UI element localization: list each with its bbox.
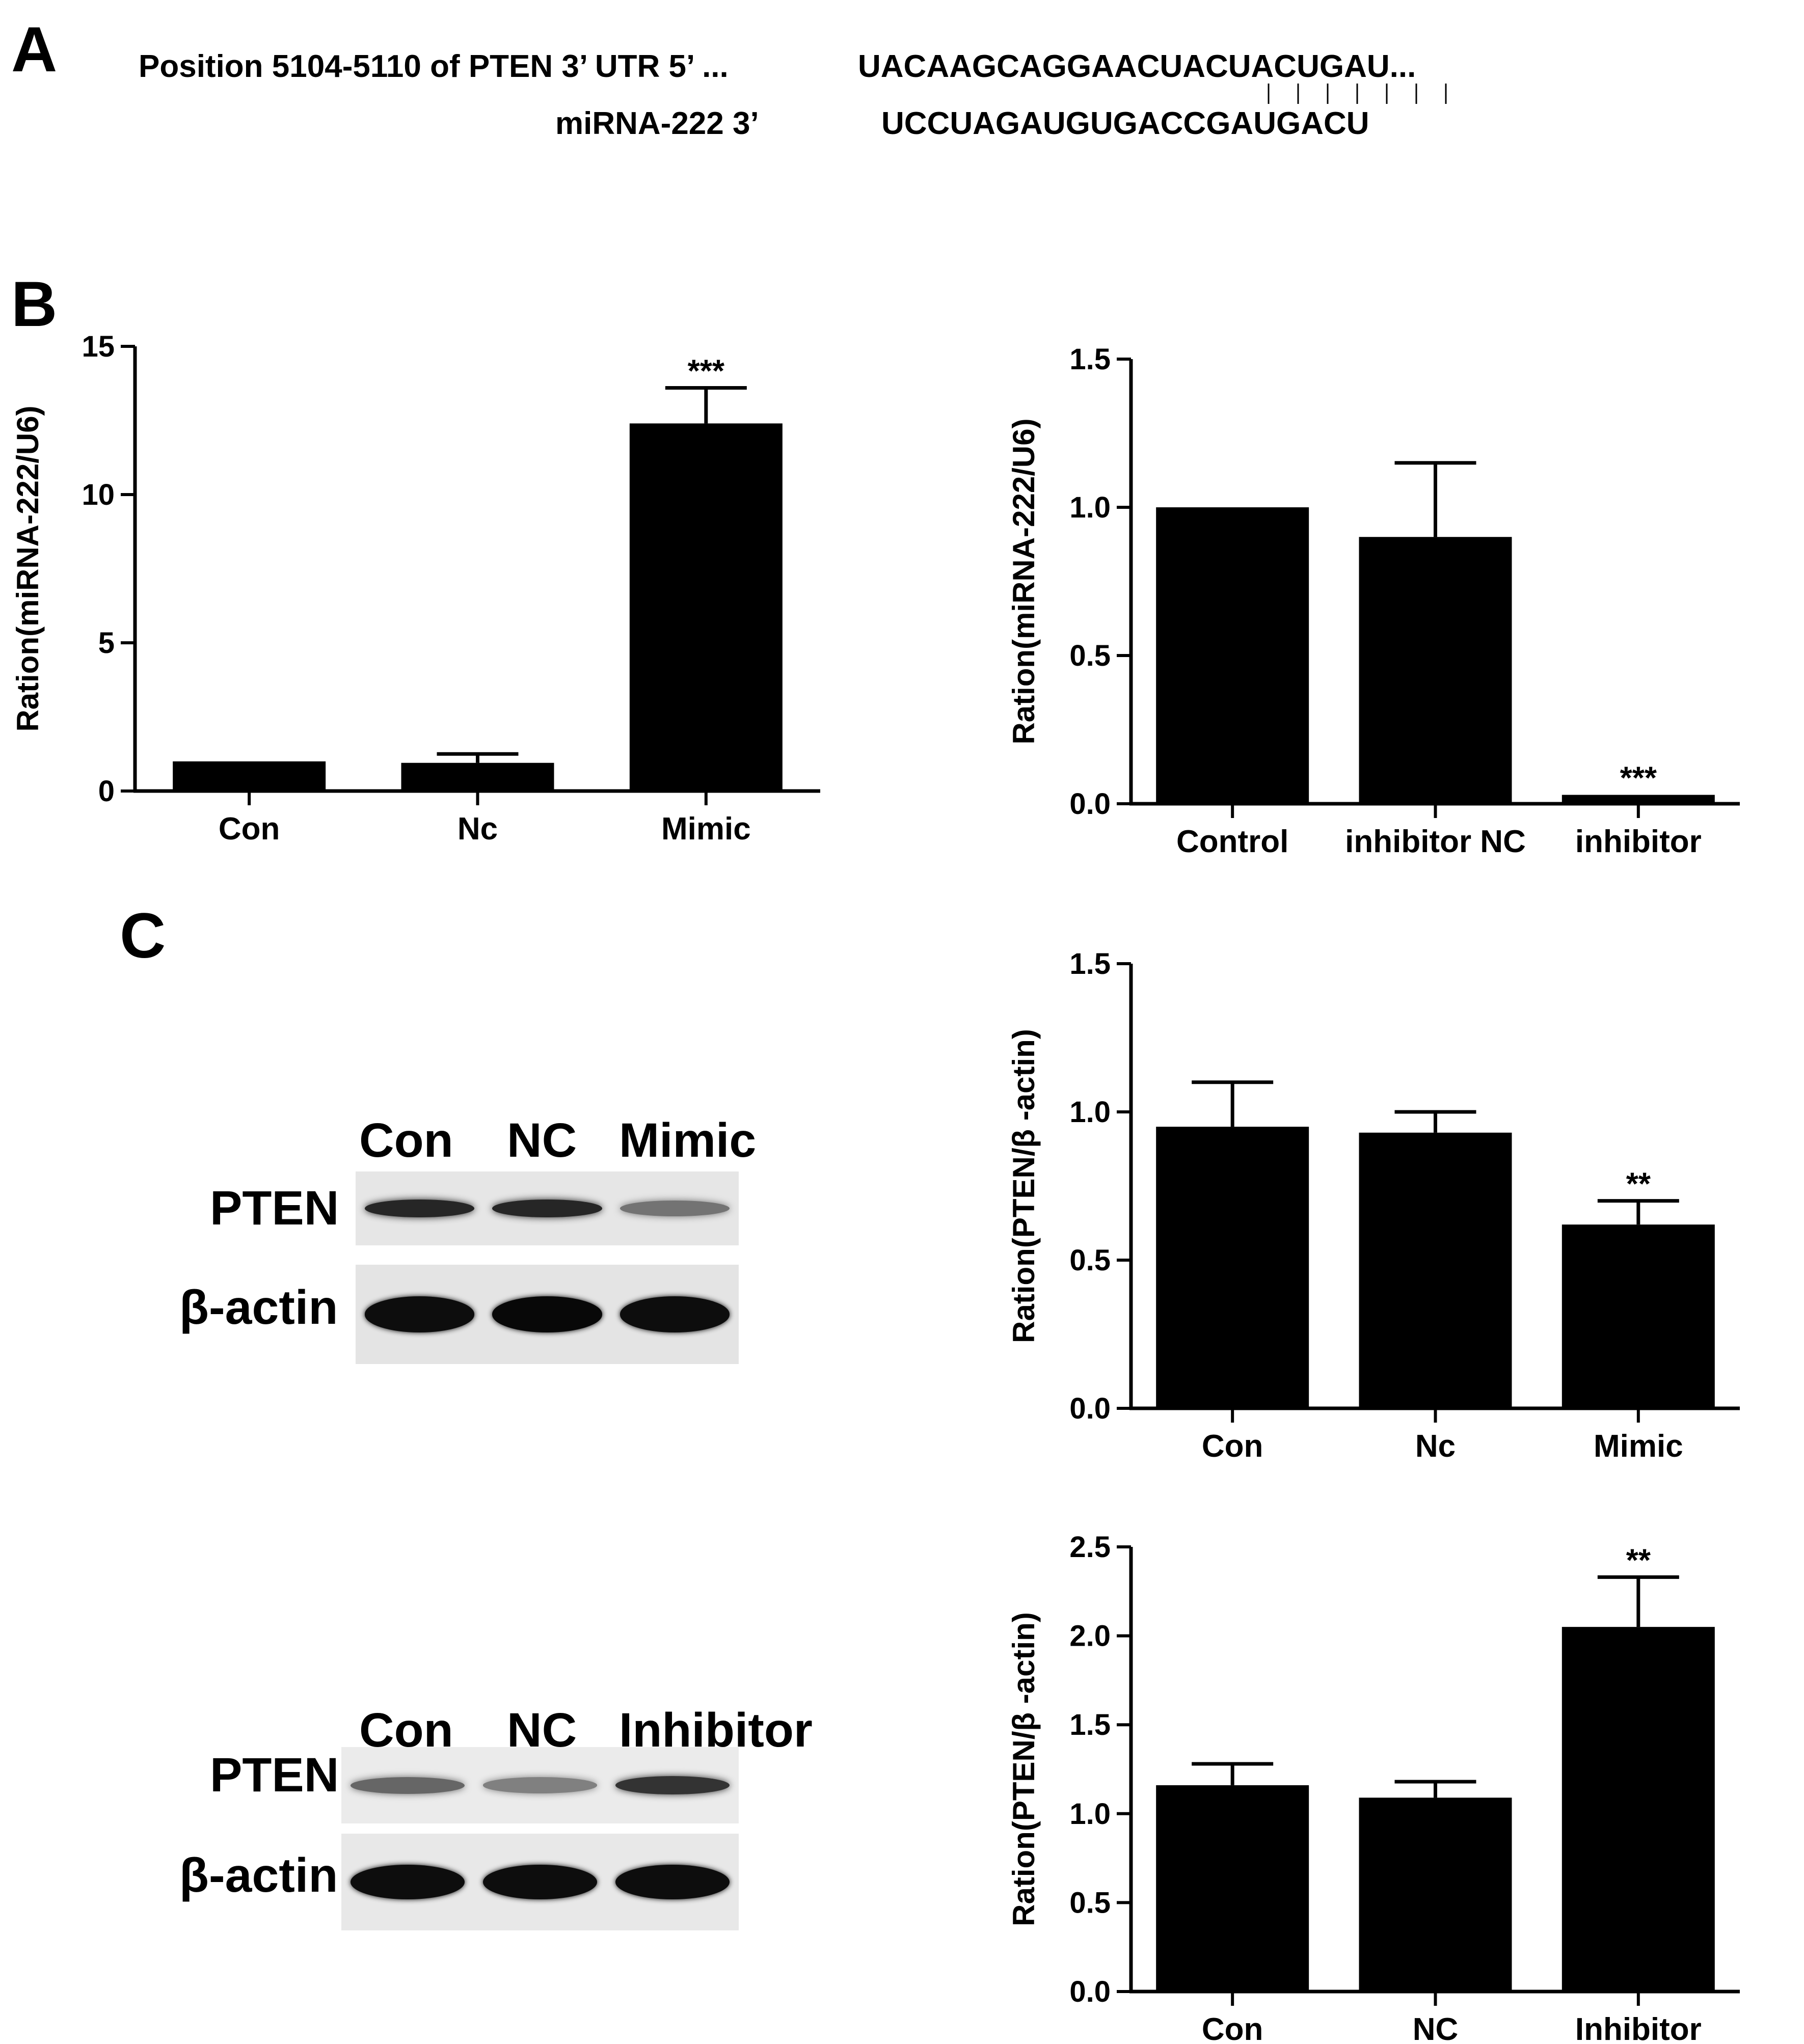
blot-band (620, 1296, 730, 1332)
blot-strip-actin (341, 1834, 739, 1930)
significance-label: *** (688, 353, 725, 389)
bar (1156, 1127, 1309, 1408)
bar (1359, 1797, 1512, 1992)
y-tick-label: 10 (82, 478, 115, 511)
x-tick-label: Con (219, 811, 280, 847)
blot-lane-label: Con (359, 1703, 453, 1757)
bar (401, 762, 554, 791)
blot-lane-label: NC (507, 1703, 577, 1757)
blot-band (364, 1296, 475, 1332)
bar (629, 423, 783, 791)
x-tick-label: Control (1176, 824, 1288, 859)
y-tick-label: 15 (82, 330, 115, 363)
blot-band (351, 1864, 465, 1900)
y-tick-label: 0.5 (1069, 1244, 1111, 1277)
bar (1359, 1132, 1512, 1408)
blot-band (364, 1199, 475, 1218)
significance-label: ** (1626, 1167, 1651, 1202)
y-tick-label: 1.5 (1069, 947, 1111, 980)
chart-c-bottom: 0.0 0.5 1.0 1.5 2.0 2.5 Ration(PTEN/β -actin) C… (1007, 1531, 1740, 2044)
y-tick-label: 0.0 (1069, 787, 1111, 821)
y-tick-label: 0.5 (1069, 1886, 1111, 1919)
x-tick-label: Con (1202, 1429, 1263, 1464)
western-blot-top: Con NC Mimic PTEN β-actin (0, 1095, 866, 1380)
significance-label: ** (1626, 1543, 1651, 1578)
x-tick-label: Nc (457, 811, 498, 847)
bar (1156, 507, 1309, 804)
y-tick-label: 1.0 (1069, 491, 1111, 524)
y-axis-label: Ration(miRNA-222/U6) (11, 405, 45, 731)
blot-strip-pten (356, 1171, 739, 1245)
bar (173, 761, 326, 791)
chart-c-top: 0.0 0.5 1.0 1.5 Ration(PTEN/β -actin) Con Nc Mi… (1007, 947, 1740, 1464)
mirna-sequence: UCCUAGAUGUGACCGAUGACU (881, 106, 1369, 141)
panel-label-a: A (11, 14, 58, 85)
bar (1561, 1224, 1715, 1408)
blot-band (615, 1864, 730, 1900)
y-tick-label: 1.0 (1069, 1096, 1111, 1129)
blot-band (492, 1296, 602, 1332)
y-tick-label: 2.0 (1069, 1620, 1111, 1653)
chart-b-left: 0 5 10 15 Ration(miRNA-222/U6) Con Nc Mimic *** (11, 330, 820, 847)
x-tick-label: Con (1202, 2012, 1263, 2044)
y-tick-label: 0.0 (1069, 1975, 1111, 2008)
blot-band (620, 1200, 730, 1217)
blot-row-label-actin: β-actin (179, 1848, 338, 1902)
y-tick-label: 1.5 (1069, 1708, 1111, 1741)
western-blot-bottom: Con NC Inhibitor PTEN β-actin (0, 1681, 866, 1946)
blot-strip-pten (341, 1747, 739, 1823)
bar (1561, 795, 1715, 804)
y-axis-label: Ration(PTEN/β -actin) (1007, 1612, 1041, 1926)
bar (1156, 1785, 1309, 1992)
blot-band (615, 1776, 730, 1794)
pten-utr-sequence: UACAAGCAGGAACUACUACUGAU... (858, 49, 1416, 84)
x-tick-label: Inhibitor (1575, 2012, 1702, 2044)
blot-lane-label: NC (507, 1113, 577, 1167)
blot-row-label-pten: PTEN (210, 1181, 339, 1235)
bar (1359, 537, 1512, 804)
y-tick-label: 0 (98, 775, 115, 808)
blot-band (483, 1777, 597, 1793)
blot-band (483, 1864, 597, 1900)
blot-strip-actin (356, 1265, 739, 1364)
panel-label-c: C (120, 901, 166, 971)
blot-lane-label: Mimic (619, 1113, 757, 1167)
x-tick-label: Nc (1415, 1429, 1456, 1464)
y-tick-label: 0.0 (1069, 1392, 1111, 1425)
y-tick-label: 5 (98, 626, 115, 660)
y-tick-label: 2.5 (1069, 1531, 1111, 1564)
mirna-prefix: miRNA-222 3’ (555, 106, 759, 141)
panel-label-b: B (11, 269, 58, 340)
blot-row-label-actin: β-actin (179, 1280, 338, 1334)
x-tick-label: inhibitor NC (1345, 824, 1526, 859)
y-tick-label: 1.0 (1069, 1797, 1111, 1831)
y-tick-label: 1.5 (1069, 343, 1111, 376)
chart-b-right: 0.0 0.5 1.0 1.5 Ration(miRNA-222/U6) Control i… (1007, 343, 1740, 859)
significance-label: *** (1620, 761, 1657, 796)
x-tick-label: inhibitor (1575, 824, 1702, 859)
blot-band (492, 1199, 602, 1218)
x-tick-label: Mimic (661, 811, 751, 847)
x-tick-label: NC (1413, 2012, 1459, 2044)
y-tick-label: 0.5 (1069, 639, 1111, 672)
y-axis-label: Ration(miRNA-222/U6) (1007, 418, 1041, 744)
y-axis-label: Ration(PTEN/β -actin) (1007, 1029, 1041, 1343)
bar (1561, 1627, 1715, 1992)
blot-row-label-pten: PTEN (210, 1748, 339, 1802)
blot-lane-label: Inhibitor (619, 1703, 813, 1757)
blot-lane-label: Con (359, 1113, 453, 1167)
pten-utr-prefix: Position 5104-5110 of PTEN 3’ UTR 5’ ... (139, 49, 737, 84)
blot-band (351, 1777, 465, 1794)
base-pairing-bars (1268, 84, 1447, 104)
x-tick-label: Mimic (1594, 1429, 1683, 1464)
